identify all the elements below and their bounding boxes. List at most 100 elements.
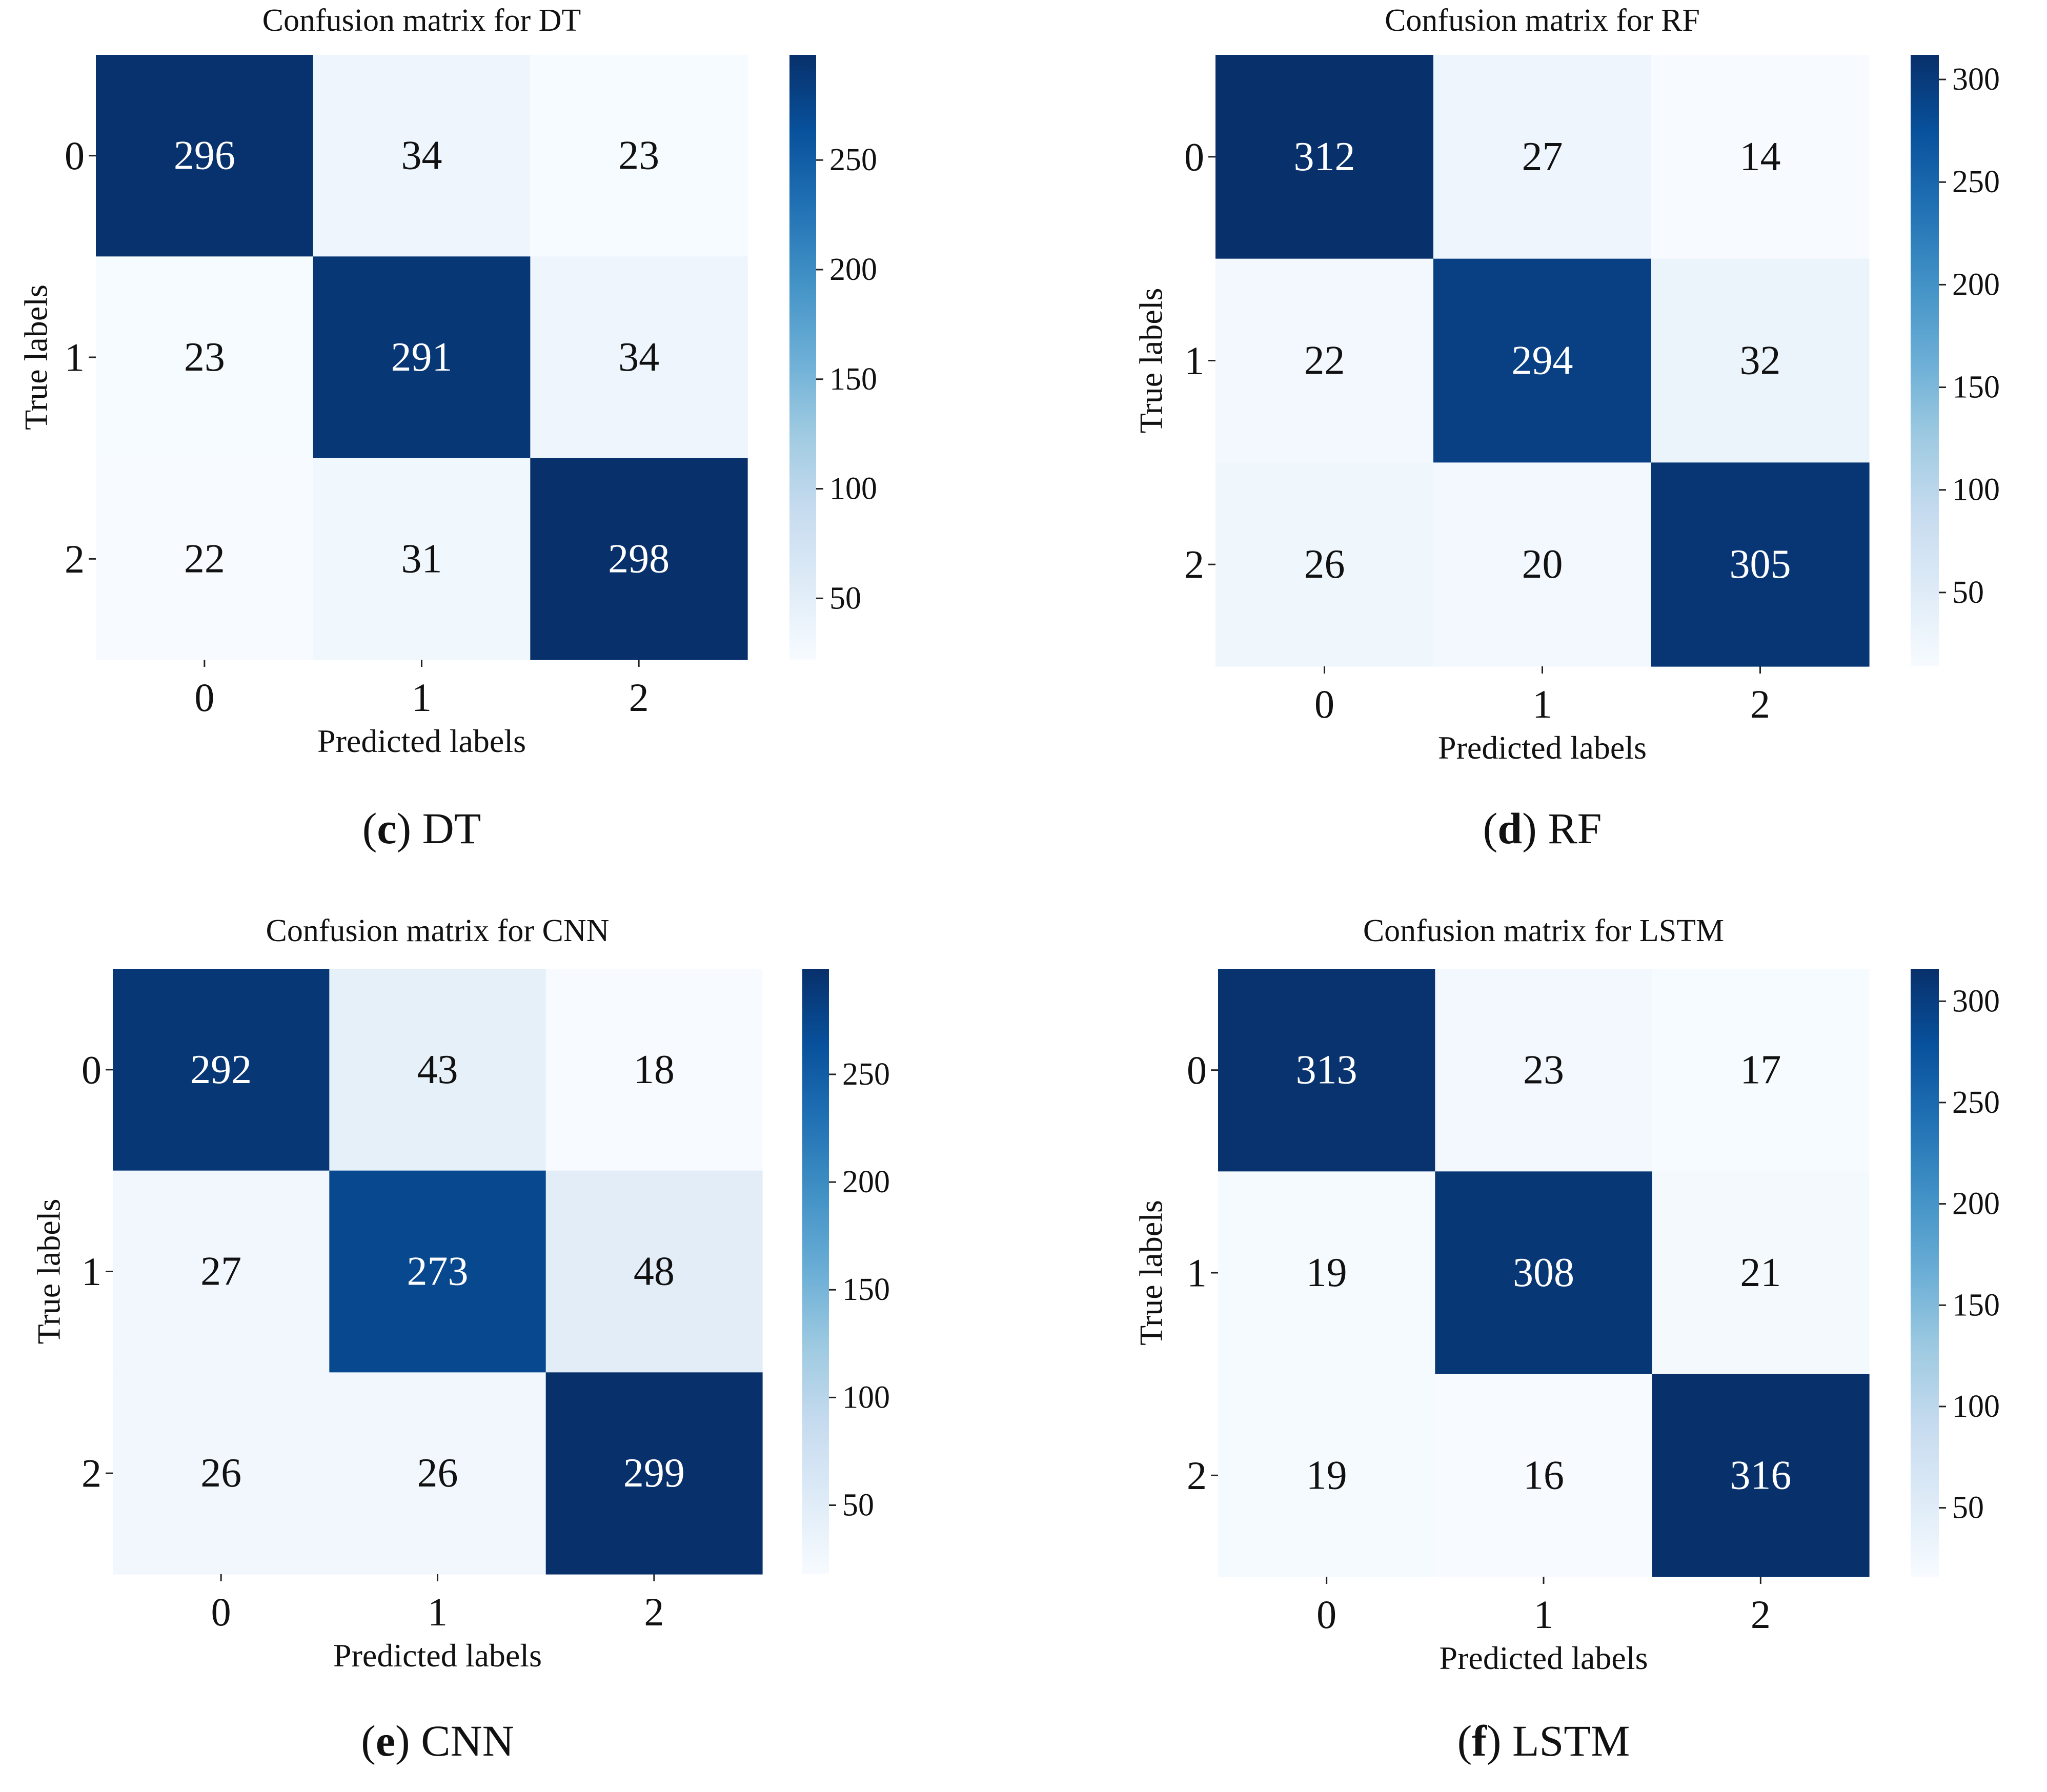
cell-value: 299: [623, 1451, 685, 1496]
cell-value: 17: [1740, 1048, 1781, 1093]
panel-caption: (c) DT: [362, 804, 481, 853]
colorbar: [802, 969, 829, 1574]
colorbar-tick-label: 50: [1952, 575, 1984, 610]
colorbar-tick-label: 200: [842, 1165, 890, 1199]
heatmap-cell: [96, 256, 314, 459]
y-tick-label: 2: [82, 1451, 102, 1496]
colorbar-tick-label: 50: [1952, 1491, 1984, 1525]
cell-value: 312: [1294, 134, 1355, 179]
x-tick-label: 2: [1751, 1592, 1771, 1637]
colorbar-tick-label: 150: [829, 362, 877, 397]
colorbar-tick-label: 300: [1952, 984, 2000, 1019]
colorbar: [1911, 55, 1939, 666]
x-axis-label: Predicted labels: [333, 1637, 542, 1674]
colorbar-tick-label: 100: [1952, 1389, 2000, 1424]
chart-title: Confusion matrix for LSTM: [1363, 913, 1724, 948]
heatmap-cell: [545, 1372, 763, 1575]
y-tick-label: 0: [1187, 1048, 1207, 1092]
cell-value: 27: [200, 1249, 241, 1294]
cell-value: 48: [634, 1249, 675, 1294]
y-tick-label: 0: [1184, 134, 1204, 179]
heatmap-cell: [1218, 1374, 1435, 1577]
heatmap-cell: [329, 969, 546, 1171]
cell-value: 273: [407, 1249, 469, 1294]
cell-value: 22: [184, 536, 225, 581]
caption-letter: c: [377, 804, 396, 853]
y-tick-label: 1: [1187, 1251, 1207, 1295]
heatmap-cell: [313, 55, 531, 257]
cell-value: 19: [1306, 1453, 1347, 1498]
heatmap-cell: [1651, 258, 1870, 463]
x-tick-label: 1: [1534, 1592, 1554, 1637]
panel-cnn: Confusion matrix for CNN 292 43 18 27 273 48 26…: [31, 913, 890, 1765]
y-tick-label: 0: [82, 1047, 102, 1092]
heatmap-cell: [113, 1170, 330, 1373]
y-axis-label: True labels: [31, 1199, 67, 1345]
x-tick-label: 0: [1316, 1592, 1336, 1637]
colorbar-tick-label: 150: [1952, 370, 2000, 405]
caption-name: LSTM: [1512, 1716, 1630, 1765]
x-tick-label: 1: [412, 675, 432, 720]
x-tick-label: 1: [428, 1590, 448, 1634]
x-axis-label: Predicted labels: [317, 723, 526, 759]
heatmap-cell: [1215, 258, 1434, 463]
colorbar-tick-label: 100: [1952, 473, 2000, 507]
cell-value: 313: [1296, 1048, 1357, 1093]
cell-value: 26: [1304, 542, 1345, 587]
y-tick-label: 1: [1184, 338, 1204, 383]
heatmap-cell: [313, 256, 531, 459]
y-tick-label: 1: [65, 335, 85, 380]
heatmap-cell: [1433, 462, 1652, 667]
heatmap-cell: [1652, 1171, 1870, 1375]
colorbar-tick-label: 300: [1952, 62, 2000, 97]
x-tick-label: 2: [629, 675, 649, 720]
colorbar-tick-label: 200: [1952, 1187, 2000, 1221]
chart-title: Confusion matrix for DT: [262, 3, 581, 38]
heatmap-cell: [545, 969, 763, 1171]
heatmap-cell: [1433, 258, 1652, 463]
heatmap-cell: [1435, 1171, 1653, 1375]
cell-value: 296: [174, 133, 235, 178]
heatmap-cell: [113, 1372, 330, 1575]
colorbar-tick-label: 250: [842, 1057, 890, 1092]
cell-value: 20: [1522, 542, 1563, 587]
x-tick-label: 1: [1532, 682, 1552, 726]
heatmap-cell: [1215, 55, 1434, 259]
cell-value: 21: [1740, 1250, 1781, 1295]
colorbar-tick-label: 50: [829, 581, 861, 616]
cell-value: 43: [417, 1047, 458, 1092]
cell-value: 294: [1512, 338, 1573, 383]
cell-value: 23: [184, 335, 225, 380]
cell-value: 308: [1513, 1250, 1574, 1295]
x-tick-label: 0: [211, 1590, 231, 1634]
panel-caption: (d) RF: [1483, 804, 1602, 853]
y-tick-label: 2: [1184, 542, 1204, 587]
heatmap-cell: [96, 458, 314, 660]
x-tick-label: 2: [1750, 682, 1770, 726]
heatmap-cell: [1652, 1374, 1870, 1577]
heatmap-cell: [96, 55, 314, 257]
panel-caption: (f) LSTM: [1457, 1716, 1630, 1765]
heatmap-cell: [530, 55, 748, 257]
cell-value: 34: [618, 335, 659, 380]
x-axis-label: Predicted labels: [1438, 729, 1647, 766]
cell-value: 32: [1740, 338, 1781, 383]
colorbar-tick-label: 100: [842, 1380, 890, 1415]
x-tick-label: 0: [1314, 682, 1334, 726]
heatmap-cell: [1218, 1171, 1435, 1375]
cell-value: 291: [391, 335, 453, 380]
cell-value: 305: [1730, 542, 1791, 587]
heatmap-cell: [530, 458, 748, 660]
cell-value: 14: [1740, 134, 1781, 179]
heatmap-cell: [1215, 462, 1434, 667]
caption-letter: d: [1497, 804, 1522, 853]
x-tick-label: 2: [644, 1590, 664, 1634]
cell-value: 26: [200, 1451, 241, 1496]
cell-value: 298: [608, 536, 670, 581]
y-tick-label: 2: [1187, 1453, 1207, 1498]
colorbar-tick-label: 200: [829, 252, 877, 287]
